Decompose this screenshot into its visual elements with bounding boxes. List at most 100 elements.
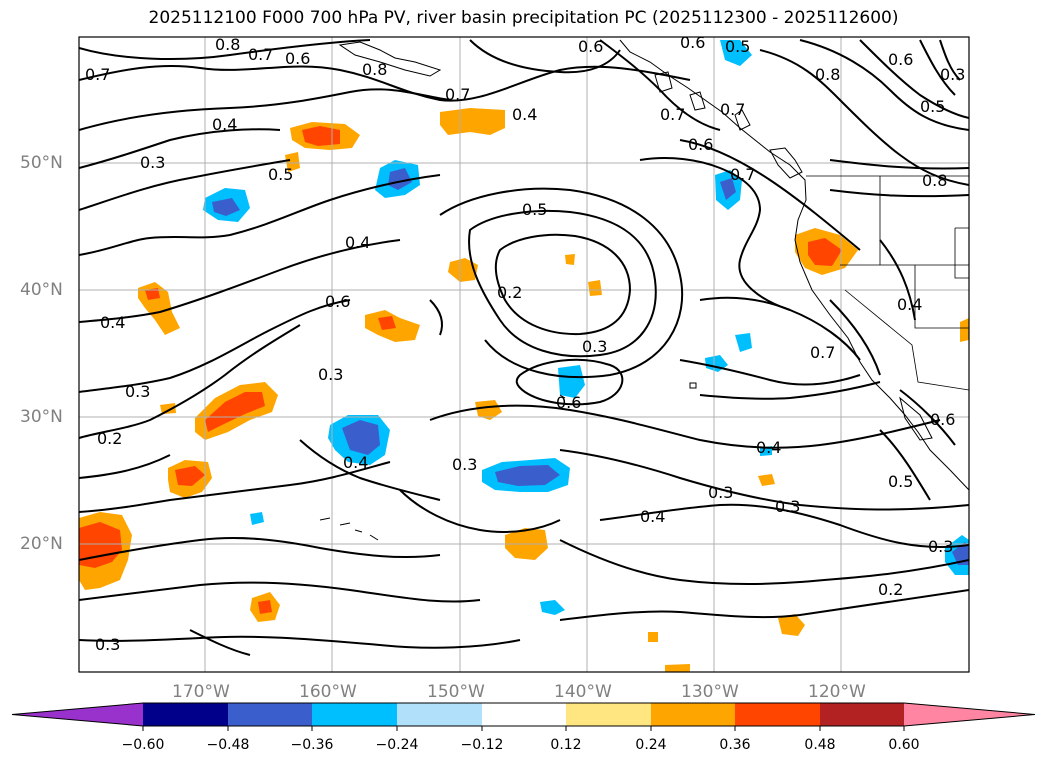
colorbar-tick-label: 0.36: [719, 737, 751, 753]
colorbar-tick-label: −0.12: [460, 737, 504, 753]
contour-label: 0.7: [248, 45, 273, 64]
contour-label: 0.2: [878, 580, 903, 599]
precip-shading: [79, 40, 969, 672]
contour-label: 0.3: [940, 65, 965, 84]
contour-label: 0.7: [810, 343, 835, 362]
lon-tick-label: 120°W: [808, 682, 866, 702]
precip-blob: [258, 600, 272, 614]
precip-blob: [720, 40, 752, 66]
contour-label: 0.6: [556, 393, 581, 412]
lon-tick-label: 160°W: [299, 682, 357, 702]
contour-label: 0.5: [920, 97, 945, 116]
colorbar-segment: [143, 703, 228, 726]
colorbar-tick-label: −0.36: [290, 737, 334, 753]
contour-label: 0.6: [680, 33, 705, 52]
lat-tick-label: 50°N: [20, 153, 63, 173]
contour-label: 0.6: [688, 135, 713, 154]
precip-blob: [302, 126, 340, 146]
precip-blob: [735, 333, 752, 352]
contour-label: 0.3: [140, 153, 165, 172]
contour-label: 0.5: [888, 472, 913, 491]
contour-label: 0.2: [97, 429, 122, 448]
contour-label: 0.3: [452, 455, 477, 474]
contour-label: 0.7: [730, 165, 755, 184]
precip-blob: [250, 512, 264, 525]
colorbar-tick-label: 0.60: [888, 737, 920, 753]
state-borders: [806, 175, 969, 391]
contour-label: 0.6: [930, 410, 955, 429]
lat-tick-label: 40°N: [20, 280, 63, 300]
precip-blob: [440, 108, 505, 135]
lon-tick-label: 150°W: [427, 682, 485, 702]
colorbar-tick-label: 0.48: [804, 737, 836, 753]
colorbar-segment: [482, 703, 566, 726]
precip-blob: [540, 600, 565, 615]
map-frame: [78, 36, 970, 673]
contour-label: 0.3: [928, 537, 953, 556]
precip-blob: [205, 392, 265, 432]
contour-label: 0.3: [582, 337, 607, 356]
contour-label: 0.3: [775, 497, 800, 516]
contour-label: 0.4: [345, 233, 370, 252]
precip-blob: [388, 168, 412, 190]
contour-label: 0.4: [212, 115, 237, 134]
colorbar-tick-label: 0.24: [635, 737, 667, 753]
contour-label: 0.4: [343, 453, 368, 472]
contour-label: 0.5: [268, 165, 293, 184]
contour-label: 0.6: [578, 37, 603, 56]
precip-blob: [212, 198, 240, 216]
contour-label: 0.7: [720, 100, 745, 119]
colorbar-segment: [228, 703, 312, 726]
colorbar-segment: [735, 703, 820, 726]
contour-label: 0.4: [897, 295, 922, 314]
contour-label: 0.5: [522, 200, 547, 219]
contour-label: 0.7: [660, 105, 685, 124]
colorbar-tick-label: −0.60: [121, 737, 165, 753]
contour-label: 0.8: [215, 35, 240, 54]
precip-blob: [952, 542, 969, 565]
precip-blob: [79, 522, 122, 568]
colorbar-segment: [651, 703, 735, 726]
precip-blob: [448, 258, 478, 282]
colorbar-tick-label: −0.24: [375, 737, 419, 753]
precip-blob: [665, 664, 690, 672]
contour-label: 0.8: [815, 65, 840, 84]
contour-label: 0.6: [285, 49, 310, 68]
precip-blob: [758, 474, 775, 486]
precip-blob: [475, 400, 502, 420]
colorbar: [11, 702, 1036, 731]
precip-blob: [145, 288, 160, 300]
precip-blob: [808, 238, 842, 266]
map-panel: [79, 37, 969, 672]
contour-label: 0.4: [100, 313, 125, 332]
contour-label: 0.8: [362, 60, 387, 79]
lon-tick-label: 140°W: [554, 682, 612, 702]
contour-label: 0.4: [756, 438, 781, 457]
contour-label: 0.3: [318, 365, 343, 384]
contour-label: 0.6: [888, 50, 913, 69]
colorbar-extend-high: [904, 703, 1035, 726]
colorbar-tick-label: 0.12: [550, 737, 582, 753]
contour-label: 0.7: [445, 85, 470, 104]
precip-blob: [565, 254, 575, 265]
colorbar-extend-low: [12, 703, 143, 726]
precip-blob: [720, 178, 736, 200]
precip-blob: [495, 465, 560, 486]
contour-label: 0.4: [640, 507, 665, 526]
precip-blob: [588, 280, 602, 296]
precip-blob: [960, 318, 969, 342]
lon-tick-label: 130°W: [681, 682, 739, 702]
contour-label: 0.7: [85, 65, 110, 84]
precip-blob: [285, 152, 300, 172]
contour-label: 0.8: [922, 171, 947, 190]
precip-blob: [160, 403, 176, 414]
contour-label: 0.5: [725, 37, 750, 56]
contour-label: 0.3: [125, 382, 150, 401]
precip-blob: [648, 632, 658, 642]
contour-label: 0.4: [512, 105, 537, 124]
precip-blob: [778, 614, 805, 636]
lon-tick-label: 170°W: [172, 682, 230, 702]
contour-label: 0.2: [497, 283, 522, 302]
coastlines: [319, 39, 969, 541]
